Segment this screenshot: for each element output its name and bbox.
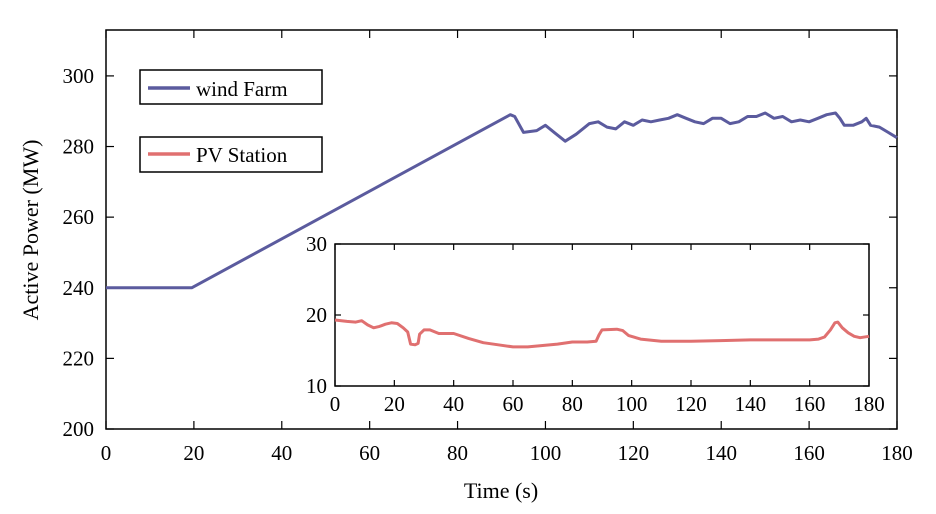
main-series <box>106 111 898 290</box>
main-x-tick-label: 40 <box>271 441 292 465</box>
inset-ticks: 0 20 40 60 80 100 120 140 160 180 10 20 30 <box>306 232 885 416</box>
inset-x-tick-label: 0 <box>330 392 341 416</box>
main-x-tick-label: 180 <box>881 441 913 465</box>
inset-plot-frame <box>334 243 870 387</box>
main-y-tick-label: 220 <box>63 346 95 370</box>
main-y-tick-label: 260 <box>63 205 95 229</box>
inset-x-tick-label: 40 <box>443 392 464 416</box>
inset-x-tick-label: 180 <box>853 392 885 416</box>
inset-x-tick-label: 20 <box>384 392 405 416</box>
main-x-tick-label: 0 <box>101 441 112 465</box>
main-x-tick-label: 160 <box>793 441 825 465</box>
legend: wind Farm PV Station <box>139 69 323 173</box>
main-y-tick-label: 300 <box>63 64 95 88</box>
main-x-tick-label: 60 <box>359 441 380 465</box>
inset-y-tick-label: 10 <box>306 374 327 398</box>
inset-x-tick-label: 140 <box>735 392 767 416</box>
main-x-tick-label: 20 <box>183 441 204 465</box>
inset-plot: 0 20 40 60 80 100 120 140 160 180 10 20 30 <box>306 232 885 416</box>
main-x-tick-label: 120 <box>618 441 650 465</box>
legend-label-pv-station: PV Station <box>196 143 288 167</box>
main-plot-frame <box>105 29 898 430</box>
inset-y-tick-label: 30 <box>306 232 327 256</box>
series-line-wind-farm <box>106 111 898 290</box>
y-axis-label: Active Power (MW) <box>18 140 43 321</box>
main-plot: 0 20 40 60 80 100 120 140 160 1802002202402602803… <box>18 29 913 503</box>
main-x-tick-label: 100 <box>530 441 562 465</box>
inset-y-tick-label: 20 <box>306 303 327 327</box>
main-y-tick-label: 240 <box>63 276 95 300</box>
series-line-pv-station <box>334 318 870 349</box>
main-ticks: 0 20 40 60 80 100 120 140 160 1802002202402602803… <box>63 30 913 465</box>
main-x-tick-label: 140 <box>705 441 737 465</box>
inset-x-tick-label: 100 <box>616 392 648 416</box>
inset-series <box>334 318 870 349</box>
legend-label-wind-farm: wind Farm <box>196 77 288 101</box>
x-axis-label: Time (s) <box>464 478 538 503</box>
inset-x-tick-label: 60 <box>503 392 524 416</box>
inset-x-tick-label: 120 <box>675 392 707 416</box>
inset-x-tick-label: 160 <box>794 392 826 416</box>
inset-x-tick-label: 80 <box>562 392 583 416</box>
main-y-tick-label: 280 <box>63 135 95 159</box>
main-x-tick-label: 80 <box>447 441 468 465</box>
main-y-tick-label: 200 <box>63 417 95 441</box>
